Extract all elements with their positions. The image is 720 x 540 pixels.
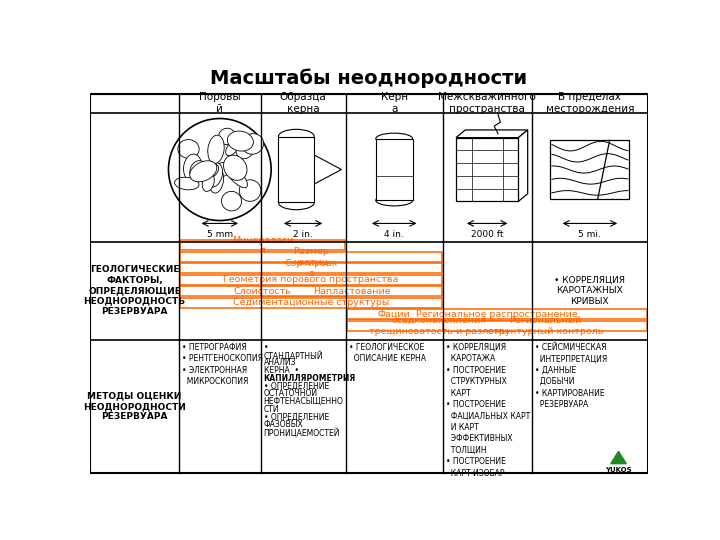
Text: Масштабы неоднородности: Масштабы неоднородности	[210, 69, 528, 88]
Text: Межскважинного
пространства: Межскважинного пространства	[438, 92, 536, 114]
Text: Региональный
структурный контроль: Региональный структурный контроль	[487, 316, 603, 335]
Text: ГЕОЛОГИЧЕСКИЕ
ФАКТОРЫ,
ОПРЕДЕЛЯЮЩИЕ
НЕОДНОРОДНОСТЬ
РЕЗЕРВУАРА: ГЕОЛОГИЧЕСКИЕ ФАКТОРЫ, ОПРЕДЕЛЯЮЩИЕ НЕОД…	[84, 266, 186, 316]
Polygon shape	[456, 130, 528, 138]
Text: 5 mm: 5 mm	[207, 230, 233, 239]
Text: • ГЕОЛОГИЧЕСКОЕ
  ОПИСАНИЕ КЕРНА: • ГЕОЛОГИЧЕСКОЕ ОПИСАНИЕ КЕРНА	[349, 343, 426, 363]
Ellipse shape	[242, 133, 264, 154]
Ellipse shape	[376, 195, 413, 206]
Text: Геометрия порового пространства: Геометрия порового пространства	[223, 275, 399, 285]
Text: 2000 ft: 2000 ft	[471, 230, 503, 239]
Text: АНАЛИЗ: АНАЛИЗ	[264, 358, 296, 367]
Text: Минералоги
я: Минералоги я	[232, 235, 293, 255]
Text: Керн
а: Керн а	[381, 92, 408, 114]
Text: Региональное распространение: Региональное распространение	[416, 310, 577, 319]
Text: • КОРРЕЛЯЦИЯ
  КАРОТАЖА
• ПОСТРОЕНИЕ
  СТРУКТУРНЫХ
  КАРТ
• ПОСТРОЕНИЕ
  ФАЦИАЛЬ: • КОРРЕЛЯЦИЯ КАРОТАЖА • ПОСТРОЕНИЕ СТРУК…	[446, 343, 530, 478]
Text: YUKOS: YUKOS	[606, 467, 632, 472]
Ellipse shape	[193, 163, 219, 181]
Ellipse shape	[279, 130, 314, 144]
Ellipse shape	[216, 163, 229, 176]
Circle shape	[168, 118, 271, 220]
Bar	[180, 240, 345, 251]
Ellipse shape	[239, 180, 261, 201]
Text: • ПЕТРОГРАФИЯ
• РЕНТГЕНОСКОПИЯ
• ЭЛЕКТРОННАЯ
  МИКРОСКОПИЯ: • ПЕТРОГРАФИЯ • РЕНТГЕНОСКОПИЯ • ЭЛЕКТРО…	[182, 343, 264, 386]
Text: 2 in.: 2 in.	[293, 230, 313, 239]
Bar	[261, 286, 442, 296]
Ellipse shape	[206, 163, 222, 187]
Bar	[279, 137, 314, 202]
Text: ОСТАТОЧНОЙ: ОСТАТОЧНОЙ	[264, 389, 318, 398]
Bar	[180, 264, 442, 273]
Text: КАПИЛЛЯРОМЕТРИЯ: КАПИЛЛЯРОМЕТРИЯ	[264, 374, 356, 383]
Polygon shape	[611, 451, 626, 464]
Polygon shape	[314, 155, 341, 184]
Ellipse shape	[174, 177, 199, 190]
Text: Фации: Фации	[378, 310, 410, 319]
Text: Размер
частиц: Размер частиц	[293, 247, 329, 267]
Polygon shape	[518, 130, 528, 201]
Ellipse shape	[222, 191, 242, 211]
Text: • КОРРЕЛЯЦИЯ
КАРОТАЖНЫХ
КРИВЫХ: • КОРРЕЛЯЦИЯ КАРОТАЖНЫХ КРИВЫХ	[554, 276, 626, 306]
Text: 5 mi.: 5 mi.	[578, 230, 601, 239]
Ellipse shape	[190, 160, 206, 180]
Text: 4 in.: 4 in.	[384, 230, 404, 239]
Text: Слоистость: Слоистость	[233, 287, 292, 296]
Bar	[180, 275, 442, 285]
Text: • СЕЙСМИЧЕСКАЯ
  ИНТЕРПРЕТАЦИЯ
• ДАННЫЕ
  ДОБЫЧИ
• КАРТИРОВАНИЕ
  РЕЗЕРВУАРА: • СЕЙСМИЧЕСКАЯ ИНТЕРПРЕТАЦИЯ • ДАННЫЕ ДО…	[535, 343, 607, 409]
Text: МЕТОДЫ ОЦЕНКИ
НЕОДНОРОДНОСТИ
РЕЗЕРВУАРА: МЕТОДЫ ОЦЕНКИ НЕОДНОРОДНОСТИ РЕЗЕРВУАРА	[83, 392, 186, 421]
Text: НЕФТЕНАСЫЩЕННО: НЕФТЕНАСЫЩЕННО	[264, 397, 343, 406]
Ellipse shape	[228, 131, 253, 151]
Bar	[346, 309, 647, 319]
Text: СТИ: СТИ	[264, 404, 279, 414]
Ellipse shape	[225, 164, 248, 188]
Ellipse shape	[376, 133, 413, 144]
Ellipse shape	[224, 155, 247, 180]
Text: • ОПРЕДЕЛЕНИЕ: • ОПРЕДЕЛЕНИЕ	[264, 412, 329, 421]
Bar	[346, 309, 442, 319]
Bar	[456, 138, 518, 201]
Text: Поровы
й: Поровы й	[199, 92, 240, 114]
Ellipse shape	[225, 139, 240, 156]
Bar	[376, 139, 413, 200]
Ellipse shape	[184, 154, 202, 181]
Ellipse shape	[190, 161, 217, 182]
Text: Напластование: Напластование	[312, 287, 390, 296]
Text: Сортировк
а: Сортировк а	[284, 259, 338, 278]
Text: осадконакопления
трещиноватость и разломы: осадконакопления трещиноватость и разлом…	[369, 316, 509, 335]
Ellipse shape	[219, 128, 235, 145]
Bar	[180, 252, 442, 262]
Ellipse shape	[178, 139, 199, 158]
Bar	[346, 321, 531, 331]
Text: Седиментационные структуры: Седиментационные структуры	[233, 299, 389, 307]
Text: •: •	[264, 343, 268, 352]
Bar	[180, 286, 345, 296]
Ellipse shape	[209, 167, 223, 193]
Bar	[444, 321, 647, 331]
Ellipse shape	[202, 173, 215, 191]
Bar	[550, 140, 629, 199]
Text: СТАНДАРТНЫЙ: СТАНДАРТНЫЙ	[264, 350, 323, 360]
Text: В пределах
месторождения: В пределах месторождения	[546, 92, 634, 114]
Ellipse shape	[279, 195, 314, 210]
Text: Образца
керна: Образца керна	[280, 92, 326, 114]
Text: • ОПРЕДЕЛЕНИЕ: • ОПРЕДЕЛЕНИЕ	[264, 381, 329, 390]
Ellipse shape	[236, 141, 253, 159]
Text: ПРОНИЦАЕМОСТЕЙ: ПРОНИЦАЕМОСТЕЙ	[264, 428, 340, 437]
Text: ФАЗОВЫХ: ФАЗОВЫХ	[264, 420, 303, 429]
Ellipse shape	[208, 135, 224, 164]
Bar	[180, 298, 442, 308]
Text: КЕРНА  •: КЕРНА •	[264, 366, 299, 375]
